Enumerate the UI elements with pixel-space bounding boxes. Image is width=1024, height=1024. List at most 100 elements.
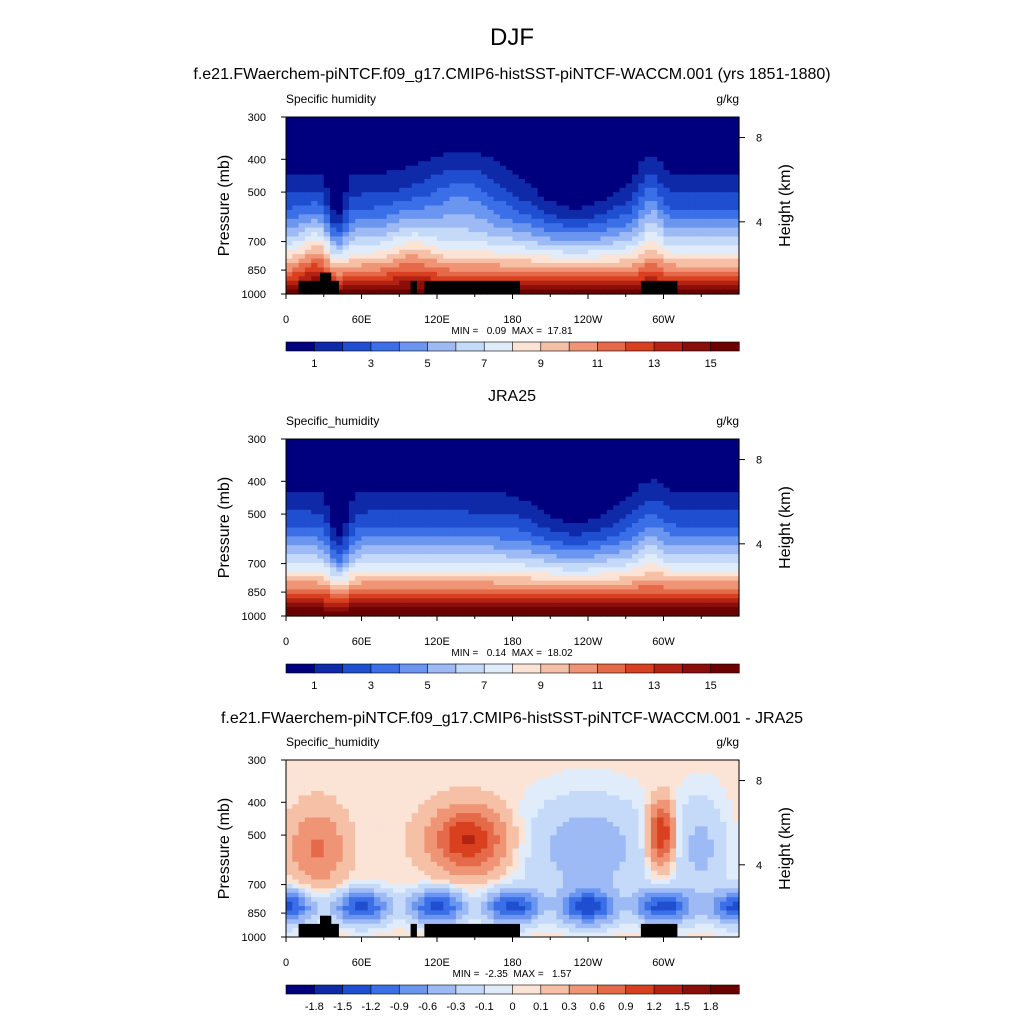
heatmap-cell	[499, 276, 507, 282]
heatmap-cell	[525, 218, 532, 224]
heatmap-cell	[550, 276, 558, 282]
heatmap-cell	[405, 598, 413, 604]
heatmap-cell	[374, 125, 381, 131]
heatmap-cell	[720, 223, 728, 229]
heatmap-cell	[707, 223, 715, 229]
heatmap-cell	[556, 452, 564, 458]
heatmap-cell	[298, 174, 306, 180]
heatmap-cell	[424, 139, 432, 145]
heatmap-cell	[424, 214, 432, 220]
heatmap-cell	[330, 527, 337, 533]
heatmap-cell	[323, 170, 331, 176]
heatmap-cell	[348, 447, 356, 453]
heatmap-cell	[304, 461, 312, 467]
heatmap-cell	[518, 183, 526, 189]
heatmap-cell	[355, 227, 363, 233]
heatmap-cell	[543, 232, 551, 238]
heatmap-cell	[286, 130, 293, 136]
heatmap-cell	[367, 183, 375, 189]
heatmap-cell	[732, 178, 740, 184]
heatmap-cell	[581, 276, 589, 282]
heatmap-cell	[361, 589, 369, 595]
heatmap-cell	[323, 452, 331, 458]
heatmap-cell	[701, 232, 709, 238]
heatmap-cell	[499, 576, 507, 582]
heatmap-cell	[399, 527, 407, 533]
heatmap-cell	[537, 209, 545, 215]
heatmap-cell	[543, 456, 551, 462]
heatmap-cell	[374, 196, 381, 202]
heatmap-cell	[317, 585, 325, 591]
heatmap-cell	[550, 147, 558, 153]
heatmap-cell	[336, 192, 344, 198]
heatmap-cell	[418, 585, 426, 591]
heatmap-cell	[487, 201, 495, 207]
heatmap-cell	[506, 492, 514, 498]
heatmap-cell	[613, 143, 621, 149]
heatmap-cell	[493, 523, 501, 529]
heatmap-cell	[317, 483, 325, 489]
heatmap-cell	[531, 607, 539, 613]
colorbar-label: 15	[705, 358, 717, 370]
heatmap-cell	[399, 576, 407, 582]
colorbar-label: 3	[368, 358, 374, 370]
heatmap-cell	[594, 121, 602, 127]
heatmap-cell	[380, 139, 388, 145]
heatmap-cell	[355, 249, 363, 255]
heatmap-cell	[286, 209, 293, 215]
heatmap-cell	[493, 549, 501, 555]
heatmap-cell	[726, 285, 734, 291]
heatmap-cell	[342, 232, 350, 238]
heatmap-cell	[418, 527, 426, 533]
heatmap-cell	[726, 263, 734, 269]
heatmap-cell	[304, 571, 312, 577]
heatmap-cell	[525, 589, 532, 595]
heatmap-cell	[550, 236, 558, 242]
heatmap-cell	[619, 147, 627, 153]
heatmap-cell	[588, 531, 595, 537]
heatmap-cell	[348, 483, 356, 489]
units-label: g/kg	[716, 414, 739, 428]
heatmap-cell	[537, 196, 545, 202]
heatmap-cell	[286, 143, 293, 149]
heatmap-cell	[644, 147, 652, 153]
heatmap-cell	[374, 232, 381, 238]
heatmap-cell	[525, 593, 532, 599]
heatmap-cell	[588, 289, 595, 295]
heatmap-cell	[468, 514, 476, 520]
heatmap-cell	[569, 571, 577, 577]
heatmap-cell	[455, 514, 463, 520]
heatmap-cell	[317, 196, 325, 202]
heatmap-cell	[537, 474, 545, 480]
heatmap-cell	[437, 545, 444, 551]
heatmap-cell	[348, 227, 356, 233]
heatmap-cell	[562, 280, 570, 286]
heatmap-cell	[304, 527, 312, 533]
heatmap-cell	[449, 514, 457, 520]
heatmap-cell	[707, 121, 715, 127]
heatmap-cell	[481, 518, 488, 524]
heatmap-cell	[726, 183, 734, 189]
heatmap-cell	[531, 245, 539, 251]
heatmap-cell	[286, 531, 293, 537]
heatmap-cell	[575, 505, 583, 511]
heatmap-cell	[682, 289, 690, 295]
heatmap-cell	[348, 461, 356, 467]
heatmap-cell	[600, 227, 608, 233]
heatmap-cell	[367, 571, 375, 577]
heatmap-cell	[581, 289, 589, 295]
heatmap-cell	[330, 271, 337, 277]
heatmap-cell	[481, 196, 488, 202]
heatmap-cell	[304, 170, 312, 176]
heatmap-cell	[437, 461, 444, 467]
heatmap-cell	[336, 465, 344, 471]
heatmap-cell	[392, 201, 400, 207]
heatmap-cell	[657, 249, 665, 255]
heatmap-cell	[499, 227, 507, 233]
heatmap-cell	[292, 254, 300, 260]
heatmap-cell	[311, 505, 319, 511]
heatmap-cell	[336, 285, 344, 291]
heatmap-cell	[323, 196, 331, 202]
heatmap-cell	[298, 249, 306, 255]
heatmap-cell	[600, 117, 608, 123]
